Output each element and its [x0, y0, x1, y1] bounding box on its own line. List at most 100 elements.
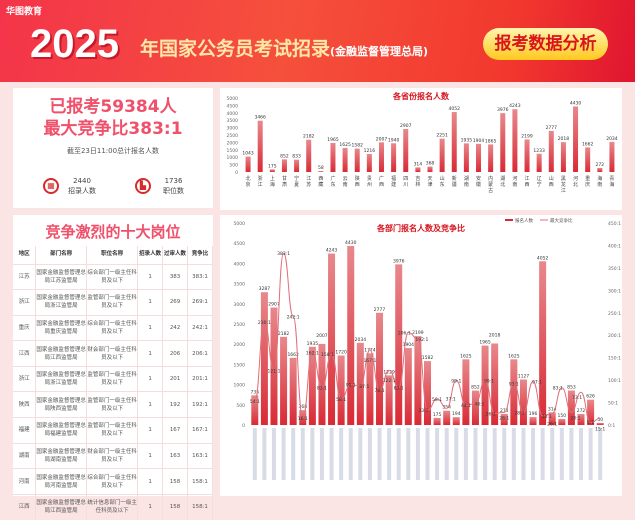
y2-tick-label: 0:1: [608, 423, 615, 429]
bar-data-label: 1935: [307, 341, 319, 347]
recruit-label: 招录人数: [68, 187, 96, 195]
ratio-data-label: 158:1: [321, 352, 334, 358]
bar: [403, 128, 409, 172]
bar: [500, 113, 506, 172]
y-tick-label: 2500: [227, 133, 239, 139]
bar: [391, 143, 397, 172]
bar: [356, 342, 364, 425]
bar: [415, 167, 421, 172]
year-title: 2025: [30, 22, 119, 66]
bar: [548, 130, 554, 172]
y-tick-label: 1500: [227, 148, 239, 154]
data-label: 2251: [436, 133, 448, 139]
table-cell: 1: [137, 417, 164, 444]
x-tick-label: [502, 428, 507, 480]
bar-data-label: 2182: [278, 331, 290, 337]
ratio-data-label: 93:1: [509, 381, 519, 387]
x-tick-label: [483, 428, 488, 480]
table-cell: 163: [162, 442, 189, 469]
bar: [318, 171, 324, 172]
x-tick-label: 安徽: [476, 175, 481, 188]
table-row: 湖南 国家金融监督管理总局湖南监管局 财会部门一级主任科员及以下 1 163 163:1: [13, 442, 213, 469]
table-row: 浙江 国家金融监督管理总局浙江监管局 监管部门一级主任科员及以下 1 201 201:1: [13, 365, 213, 392]
bar-data-label: 735: [251, 389, 260, 395]
x-tick-label: 河南: [512, 175, 517, 188]
bar: [427, 166, 433, 172]
title-main: 年国家公务员考试招录: [140, 38, 331, 60]
table-cell: 财会部门一级主任科员及以下: [86, 340, 139, 367]
data-label: 2182: [303, 134, 315, 140]
table-cell: 监管部门一级主任科员及以下: [86, 417, 139, 444]
positions-label: 职位数: [163, 187, 184, 195]
table-cell: 陕西: [13, 391, 37, 418]
x-tick-label: 浙江: [258, 175, 263, 188]
table-cell: 163:1: [187, 442, 213, 469]
ratio-data-label: 20:1: [542, 414, 552, 420]
x-tick-label: 云南: [343, 176, 348, 188]
column-header: 竞争比: [187, 246, 213, 264]
table-cell: 国家金融监督管理总局江苏监管局: [35, 263, 88, 290]
data-label: 2018: [558, 136, 570, 142]
x-tick-label: [473, 428, 478, 480]
table-cell: 383: [162, 263, 189, 290]
ratio-data-label: 99:1: [484, 379, 494, 385]
table-cell: 1: [137, 263, 164, 290]
bar: [512, 109, 518, 172]
y-tick-label: 4000: [227, 111, 239, 117]
table-cell: 综合部门一级主任科员及以下: [86, 468, 139, 495]
bar: [424, 361, 431, 425]
table-row: 江苏 国家金融监督管理总局江苏监管局 综合部门一级主任科员及以下 1 383 383:1: [13, 263, 213, 290]
bar: [476, 143, 482, 172]
recruit-stat: 2440 招录人数: [68, 176, 96, 196]
x-tick-label: [252, 428, 257, 480]
data-label: 1233: [533, 148, 545, 154]
bar-data-label: 1625: [460, 353, 472, 359]
y-tick-label: 0: [242, 423, 245, 429]
x-tick-label: 福建: [391, 175, 396, 188]
table-cell: 158:1: [187, 468, 213, 495]
x-tick-label: [521, 428, 526, 480]
legend-label: 最大竞争比: [550, 217, 573, 224]
x-tick-label: 黑龙江: [561, 176, 566, 194]
y-tick-label: 3000: [234, 302, 246, 308]
ratio-data-label: 44:1: [461, 403, 471, 409]
y2-tick-label: 300:1: [608, 288, 621, 294]
table-cell: 1: [137, 289, 164, 316]
bar: [529, 417, 537, 425]
table-row: 江西 国家金融监督管理总局江西监管局 财会部门一级主任科员及以下 1 206 206:1: [13, 340, 213, 367]
bar-data-label: 2199: [412, 330, 424, 336]
x-tick-label: 天津: [427, 176, 432, 188]
bar-data-label: 1127: [518, 373, 530, 379]
ratio-data-label: 16:1: [298, 416, 308, 422]
x-tick-label: [396, 428, 401, 480]
table-cell: 财会部门一级主任科员及以下: [86, 442, 139, 469]
building-icon: ▦: [43, 178, 59, 194]
bar-data-label: 272: [577, 408, 586, 414]
column-header: 职位名称: [86, 246, 139, 264]
x-tick-label: [310, 428, 315, 480]
table-cell: 167:1: [187, 417, 213, 444]
bar: [260, 292, 268, 425]
y-tick-label: 4500: [227, 103, 239, 109]
brand-logo: 华图教育: [6, 7, 43, 17]
data-label: 1904: [473, 138, 485, 144]
table-cell: 206:1: [187, 340, 213, 367]
y-tick-label: 500: [236, 403, 245, 409]
ratio-data-label: 83:1: [553, 386, 563, 392]
x-tick-label: 湖北: [500, 175, 505, 188]
y-tick-label: 2000: [234, 342, 246, 348]
x-tick-label: 海南: [597, 175, 602, 188]
bar: [289, 357, 297, 425]
ratio-data-label: 54:1: [250, 399, 260, 405]
data-label: 1965: [327, 137, 339, 143]
bar: [573, 106, 579, 172]
bar-data-label: 4052: [537, 255, 549, 261]
bar-data-label: 274: [500, 408, 509, 414]
x-tick-label: [531, 428, 536, 480]
bar-data-label: 1625: [508, 353, 520, 359]
x-tick-label: [406, 428, 411, 480]
x-tick-label: 陕西: [355, 175, 360, 188]
table-cell: 383:1: [187, 263, 213, 290]
x-tick-label: 青海: [609, 175, 614, 188]
bar: [328, 253, 336, 425]
